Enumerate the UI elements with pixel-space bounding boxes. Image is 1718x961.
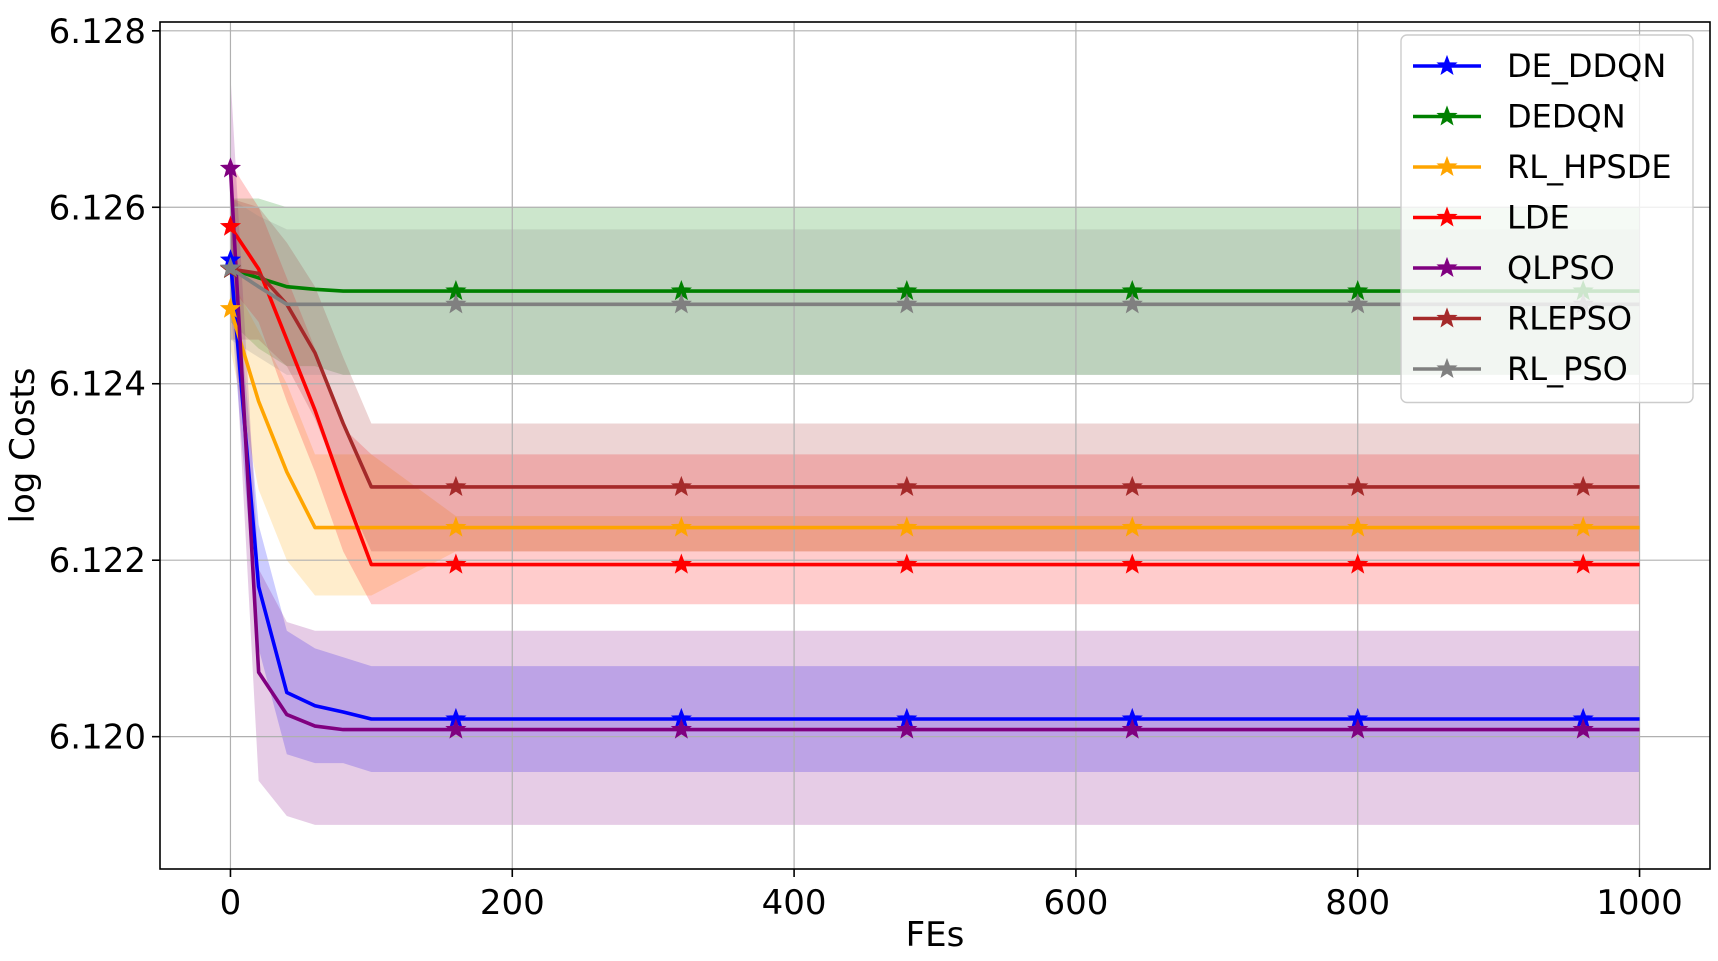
data-point-rl-hpsde: [219, 297, 242, 318]
band-dedqn: [230, 198, 1640, 375]
data-point-qlpso: [445, 718, 467, 739]
data-point-rlepso: [1347, 475, 1369, 496]
data-point-qlpso: [896, 718, 918, 739]
y-tick-label: 6.128: [49, 12, 146, 52]
legend-marker-lde: [1436, 206, 1458, 227]
plot-frame: [159, 21, 1711, 870]
y-tick-label: 6.122: [49, 541, 146, 581]
data-point-rl-pso: [1121, 293, 1143, 314]
data-point-lde: [1572, 553, 1594, 574]
band-rlepso: [230, 198, 1640, 552]
legend-label-qlpso: QLPSO: [1507, 249, 1615, 287]
data-point-rl-pso: [1347, 293, 1369, 314]
data-point-qlpso: [219, 157, 242, 178]
x-tick-label: 600: [1043, 883, 1108, 923]
data-point-rl-pso: [445, 293, 467, 314]
band-rl-hpsde: [230, 277, 1640, 596]
x-axis-ticks: 0 200 400 600 800 1000: [220, 869, 1683, 923]
data-point-rlepso: [1121, 475, 1143, 496]
data-point-qlpso: [670, 718, 692, 739]
legend: DE_DDQN DEDQN RL_HPSDE LDE QLPSO RLEPSO RL_PSO: [1400, 34, 1694, 404]
legend-label-rl-pso: RL_PSO: [1507, 350, 1628, 388]
data-point-rl-hpsde: [1121, 516, 1143, 537]
legend-box: [1400, 34, 1694, 404]
data-point-rl-hpsde: [445, 516, 467, 537]
legend-label-rl-hpsde: RL_HPSDE: [1507, 148, 1672, 186]
x-tick-label: 0: [220, 883, 242, 923]
data-point-rlepso: [445, 475, 467, 496]
x-tick-label: 200: [480, 883, 545, 923]
data-point-lde: [896, 553, 918, 574]
data-point-rl-hpsde: [1347, 516, 1369, 537]
data-point-rlepso: [1572, 475, 1594, 496]
data-point-lde: [670, 553, 692, 574]
band-rl-pso: [230, 198, 1640, 375]
legend-marker-rl-pso: [1436, 357, 1458, 379]
data-point-rlepso: [670, 475, 692, 496]
band-de-ddqn: [230, 216, 1640, 772]
legend-marker-rlepso: [1436, 307, 1458, 328]
data-point-qlpso: [1572, 718, 1594, 739]
legend-marker-dedqn: [1436, 105, 1458, 126]
data-point-qlpso: [1121, 718, 1143, 739]
data-point-rl-pso: [896, 293, 918, 314]
legend-label-dedqn: DEDQN: [1507, 98, 1626, 136]
series-markers: [219, 157, 1594, 739]
legend-marker-qlpso: [1436, 256, 1458, 278]
legend-marker-rl-hpsde: [1436, 155, 1458, 177]
legend-label-rlepso: RLEPSO: [1507, 300, 1632, 338]
data-point-lde: [445, 553, 467, 574]
x-tick-label: 1000: [1596, 883, 1683, 923]
data-point-rl-hpsde: [670, 516, 692, 537]
data-point-rl-hpsde: [896, 516, 918, 537]
x-axis-title: FEs: [906, 915, 965, 955]
y-tick-label: 6.124: [49, 365, 146, 405]
x-tick-label: 800: [1325, 883, 1390, 923]
band-qlpso: [230, 74, 1640, 825]
data-point-qlpso: [1347, 718, 1369, 739]
band-lde: [230, 163, 1640, 605]
data-point-rl-hpsde: [1572, 516, 1594, 537]
data-point-lde: [1121, 553, 1143, 574]
data-point-rlepso: [896, 475, 918, 496]
data-point-rl-pso: [219, 257, 242, 278]
confidence-bands: [230, 74, 1640, 825]
x-tick-label: 400: [762, 883, 827, 923]
legend-marker-de-ddqn: [1436, 54, 1458, 76]
data-point-rl-pso: [670, 293, 692, 314]
y-axis-title: log Costs: [3, 368, 43, 524]
data-point-lde: [219, 215, 242, 236]
legend-label-de-ddqn: DE_DDQN: [1507, 47, 1666, 85]
y-tick-label: 6.120: [49, 718, 146, 758]
legend-label-lde: LDE: [1507, 199, 1570, 237]
y-axis-ticks: 6.120 6.122 6.124 6.126 6.128: [49, 12, 160, 758]
y-tick-label: 6.126: [49, 188, 146, 228]
data-point-lde: [1347, 553, 1369, 574]
